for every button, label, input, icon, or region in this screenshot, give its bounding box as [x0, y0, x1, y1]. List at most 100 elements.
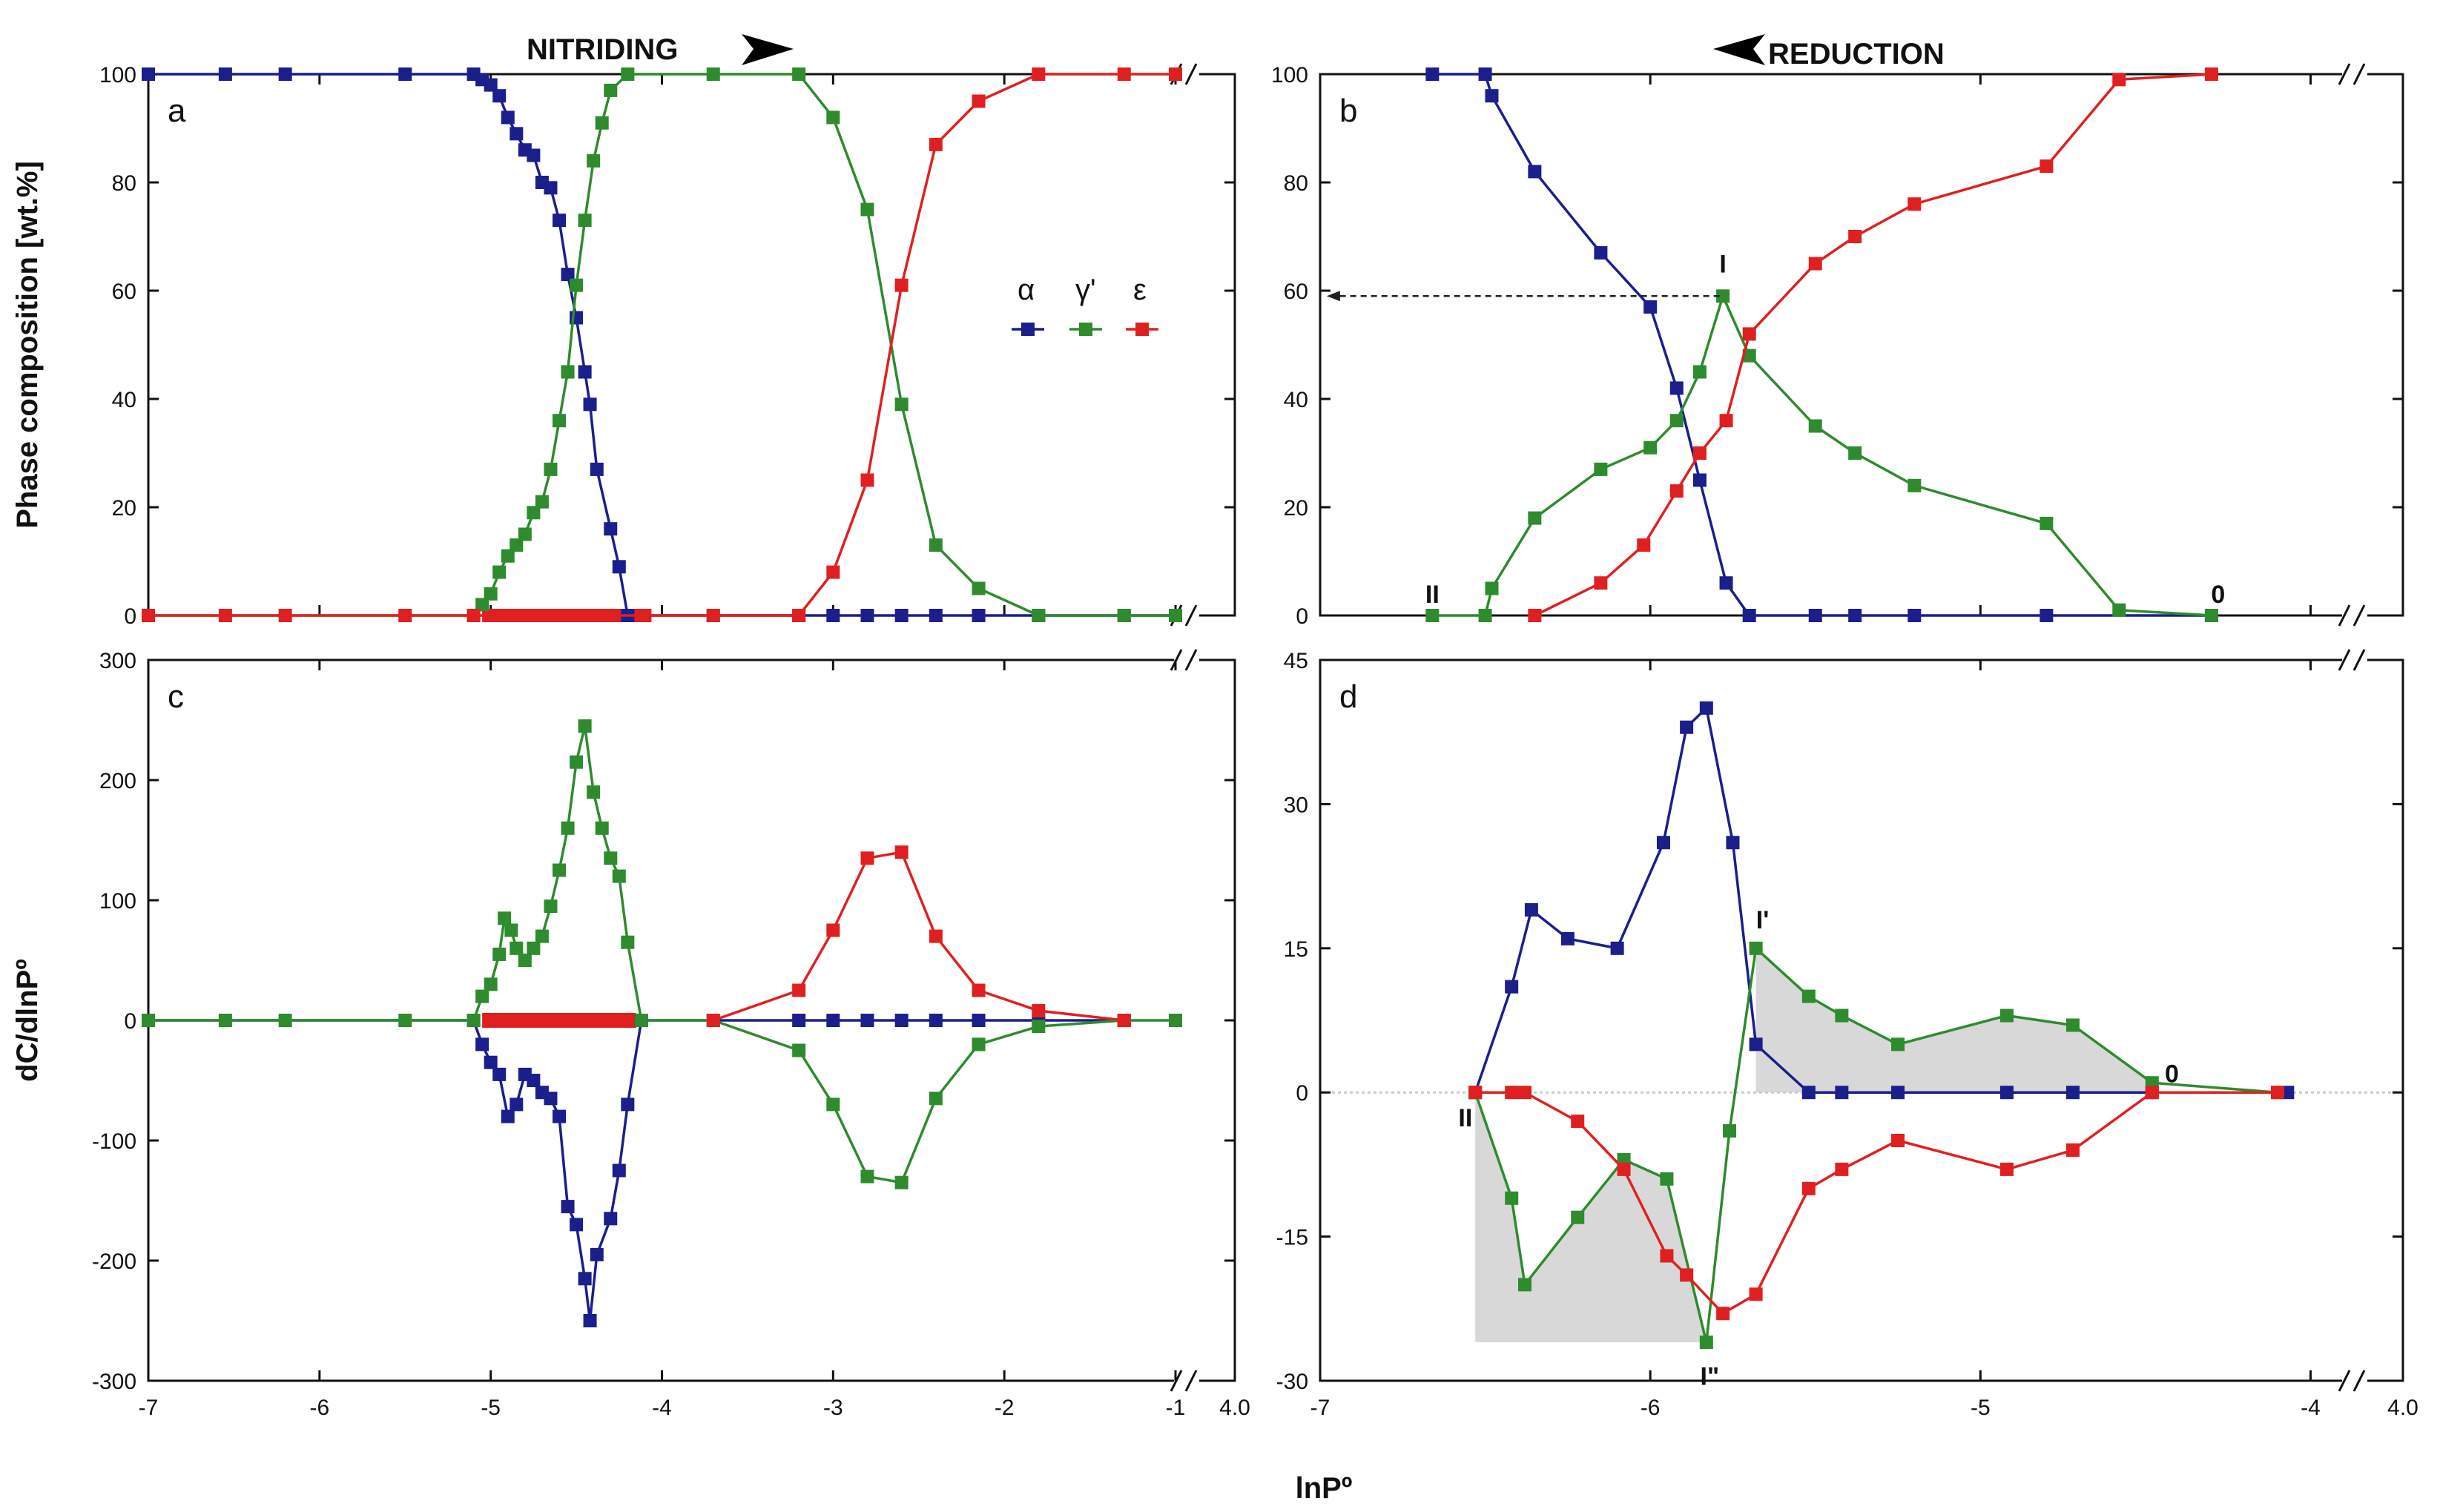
data-point-alpha	[929, 609, 943, 622]
legend: α γ' ε	[1012, 274, 1158, 336]
data-point-gamma	[1518, 1278, 1531, 1292]
data-point-gamma	[553, 863, 566, 877]
data-point-alpha	[972, 609, 986, 622]
data-point-gamma	[484, 587, 498, 601]
data-point-alpha	[544, 1092, 558, 1106]
annotation-2: I"	[1701, 1363, 1720, 1391]
data-point-eps	[929, 137, 943, 151]
data-point-eps	[1571, 1115, 1585, 1129]
data-point-gamma	[1478, 609, 1492, 622]
data-point-gamma	[570, 755, 584, 769]
y-tick-label: 80	[112, 171, 136, 196]
data-point-gamma	[570, 278, 584, 292]
panel-letter: d	[1339, 679, 1357, 715]
data-point-eps	[1660, 1249, 1674, 1263]
y-tick-label: -100	[92, 1129, 136, 1154]
data-point-gamma	[1801, 989, 1816, 1003]
data-point-gamma	[498, 911, 512, 925]
y-tick-label: 100	[1271, 63, 1308, 88]
y-tick-label: 20	[112, 496, 136, 521]
axis-break-mark	[2338, 63, 2351, 85]
data-point-eps	[1528, 609, 1542, 622]
data-point-eps	[972, 94, 986, 108]
data-point-gamma	[510, 538, 524, 552]
data-point-gamma	[972, 1037, 986, 1052]
data-point-gamma	[1848, 446, 1862, 460]
data-point-alpha	[929, 1014, 943, 1027]
data-point-eps	[142, 609, 155, 622]
data-point-alpha	[527, 1074, 541, 1087]
plot-frame	[1319, 658, 2404, 1382]
data-point-gamma	[612, 869, 626, 883]
data-point-alpha	[2040, 609, 2054, 622]
data-point-eps	[1680, 1268, 1694, 1282]
data-point-gamma	[1808, 419, 1822, 433]
reduction-header: REDUCTION	[1713, 34, 1945, 70]
y-tick-label: 15	[1284, 937, 1308, 962]
data-point-alpha	[612, 1163, 626, 1178]
data-point-eps	[1032, 1004, 1046, 1018]
data-point-eps	[1742, 327, 1756, 341]
y-tick-label: 45	[1284, 649, 1308, 673]
data-point-gamma	[1485, 581, 1499, 595]
data-point-alpha	[218, 67, 232, 81]
series-line-alpha	[148, 1019, 1124, 1321]
data-point-alpha	[604, 1212, 618, 1226]
data-point-gamma	[1699, 1336, 1713, 1350]
data-point-eps	[2065, 1143, 2080, 1157]
data-point-gamma	[475, 598, 489, 612]
data-point-alpha	[1891, 1086, 1905, 1100]
y-tick-label: 30	[1284, 793, 1308, 817]
panel-letter: c	[168, 679, 184, 715]
data-point-alpha	[1680, 720, 1694, 734]
data-point-gamma	[544, 462, 558, 476]
data-point-gamma	[278, 1014, 292, 1027]
data-point-eps	[894, 278, 909, 292]
data-point-alpha	[510, 127, 524, 141]
panel-a: 0 20 40 60 80 100 a Phase composition [wt.%]	[11, 63, 1236, 629]
data-point-alpha	[492, 89, 507, 103]
axis-break-mark	[1184, 649, 1198, 671]
x-tick-label: -4	[2301, 1396, 2321, 1420]
data-point-eps	[929, 929, 943, 943]
data-point-gamma	[792, 67, 806, 81]
series-eps	[1528, 67, 2218, 622]
series-alpha	[1425, 67, 2218, 622]
data-point-alpha	[553, 214, 566, 228]
data-point-gamma	[561, 821, 575, 835]
data-point-gamma	[929, 1092, 943, 1106]
data-point-alpha	[578, 1272, 592, 1286]
data-point-gamma	[501, 549, 515, 563]
data-point-gamma	[475, 989, 489, 1003]
legend-eps-label: ε	[1133, 274, 1147, 306]
y-tick-label: 20	[1284, 496, 1308, 521]
y-tick-label: 0	[1296, 1081, 1308, 1106]
data-point-alpha	[583, 397, 597, 412]
data-point-eps	[1468, 1086, 1483, 1100]
data-point-gamma	[1425, 609, 1440, 622]
data-point-gamma	[595, 116, 609, 130]
data-point-alpha	[1478, 67, 1492, 81]
data-point-alpha	[621, 1097, 635, 1112]
data-point-alpha	[1425, 67, 1440, 81]
data-point-gamma	[218, 1014, 232, 1027]
data-point-eps	[706, 1014, 720, 1027]
panel-d: -30 -15 0 15 30 45 -7 -6 -5 -4 4.0 d I' I" II 0	[1276, 649, 2418, 1420]
series-eps	[1468, 1086, 2284, 1321]
series-line-alpha	[1432, 73, 2212, 617]
data-point-alpha	[1719, 576, 1733, 590]
nitriding-label: NITRIDING	[527, 33, 678, 66]
x-tick-label: -6	[1641, 1396, 1661, 1420]
y-tick-label: -30	[1276, 1370, 1308, 1394]
series-line-eps	[148, 73, 1176, 617]
legend-swatches	[1012, 323, 1158, 336]
data-point-gamma	[621, 67, 635, 81]
data-point-gamma	[484, 977, 498, 991]
y-tick-label: 300	[99, 649, 136, 673]
x-tick-label: -3	[823, 1396, 843, 1420]
data-point-gamma	[1169, 1014, 1182, 1027]
data-point-gamma	[1999, 1008, 2014, 1023]
plot-frame	[147, 73, 1236, 617]
data-point-eps	[278, 609, 292, 622]
series-eps	[706, 845, 1131, 1027]
